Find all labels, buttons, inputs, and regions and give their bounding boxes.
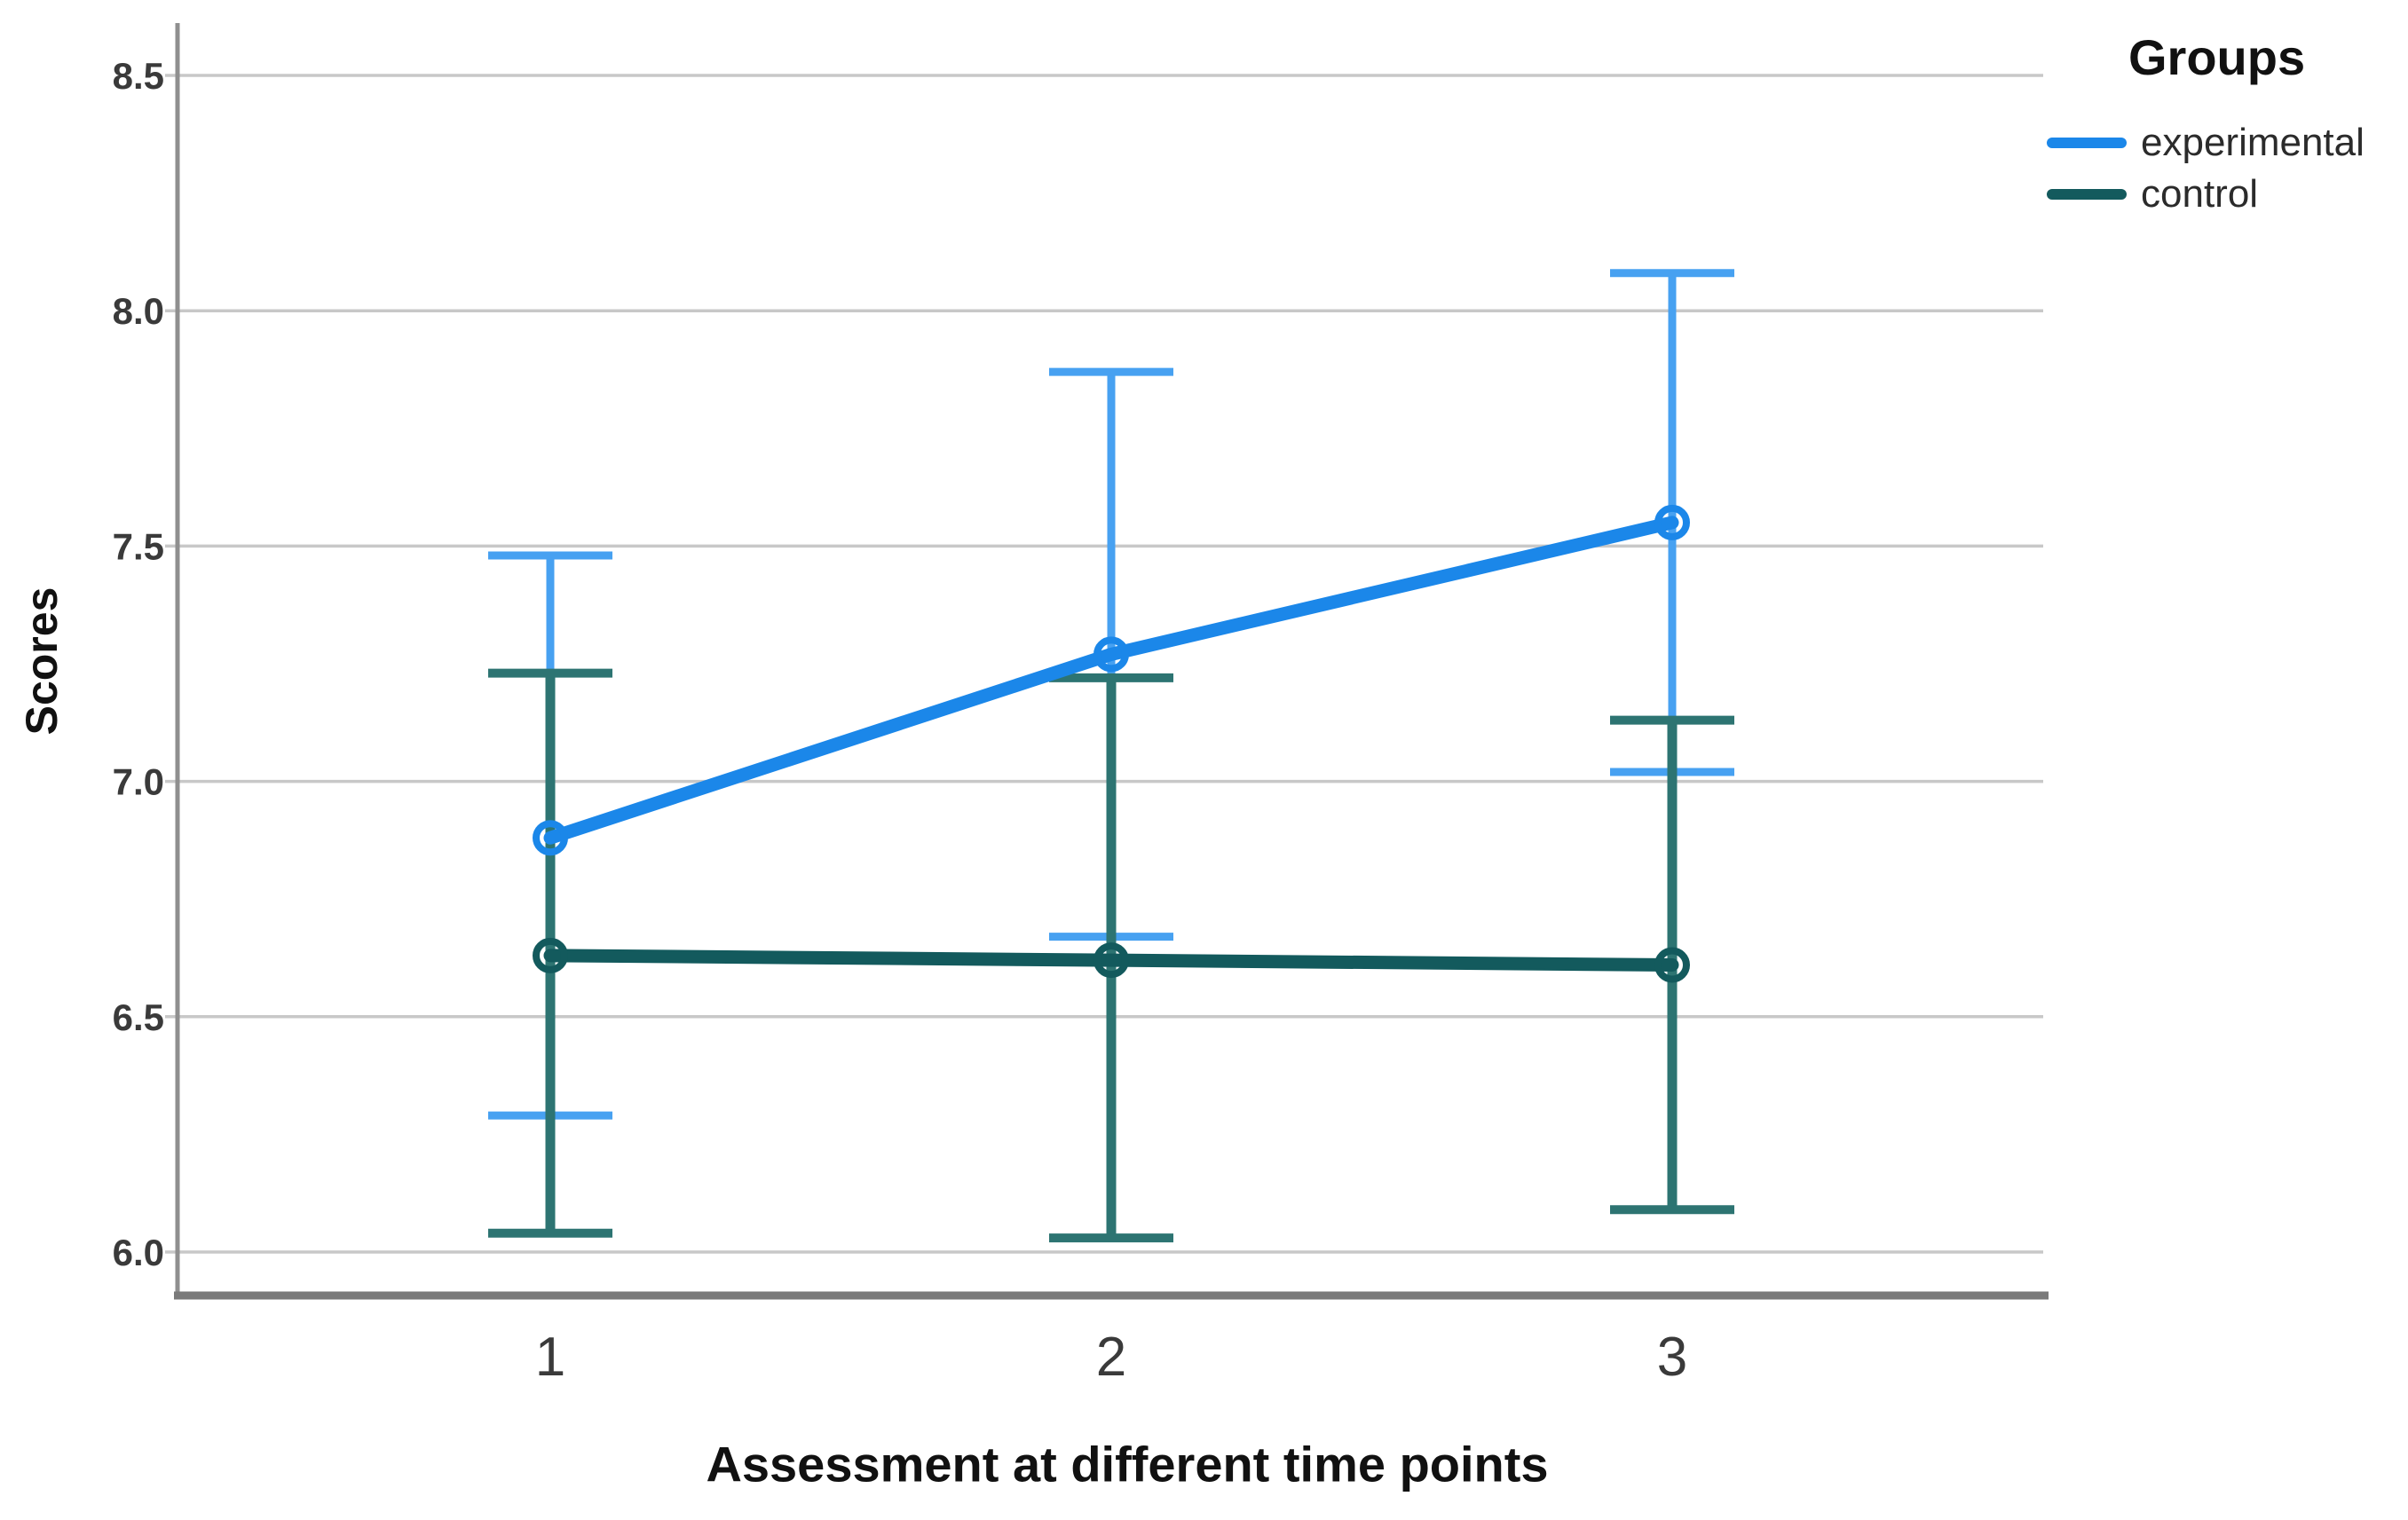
y-tick-label: 8.5	[113, 55, 164, 97]
x-tick-label: 1	[535, 1327, 565, 1388]
y-tick-label: 6.0	[113, 1232, 164, 1273]
data-point-marker-control	[1654, 947, 1690, 983]
x-tick-label: 2	[1096, 1327, 1126, 1388]
data-point-marker-experimental	[1654, 504, 1690, 540]
legend-title: Groups	[2128, 29, 2306, 85]
legend-items: experimental control	[2047, 122, 2365, 215]
legend-item-control: control	[2047, 174, 2365, 215]
y-axis-title: Scores	[17, 587, 67, 736]
control-series-swatch	[2047, 188, 2127, 200]
legend-item-label: experimental	[2141, 120, 2365, 164]
y-tick-label: 8.0	[113, 290, 164, 332]
legend: Groups experimental control	[2047, 30, 2365, 215]
y-tick-label: 7.5	[113, 525, 164, 567]
data-point-marker-experimental	[533, 820, 568, 856]
y-tick-label: 6.5	[113, 996, 164, 1038]
x-axis-title: Assessment at different time points	[706, 1436, 1549, 1492]
data-point-marker-experimental	[1093, 636, 1129, 673]
legend-item-label: control	[2141, 171, 2259, 216]
x-tick-label: 3	[1657, 1327, 1687, 1388]
y-tick-label: 7.0	[113, 761, 164, 803]
experimental-series-swatch	[2047, 137, 2127, 148]
series-line-experimental	[543, 516, 1679, 845]
legend-item-experimental: experimental	[2047, 122, 2365, 163]
series-line-control	[543, 949, 1679, 972]
data-point-marker-control	[533, 937, 568, 973]
data-point-marker-control	[1093, 942, 1129, 979]
